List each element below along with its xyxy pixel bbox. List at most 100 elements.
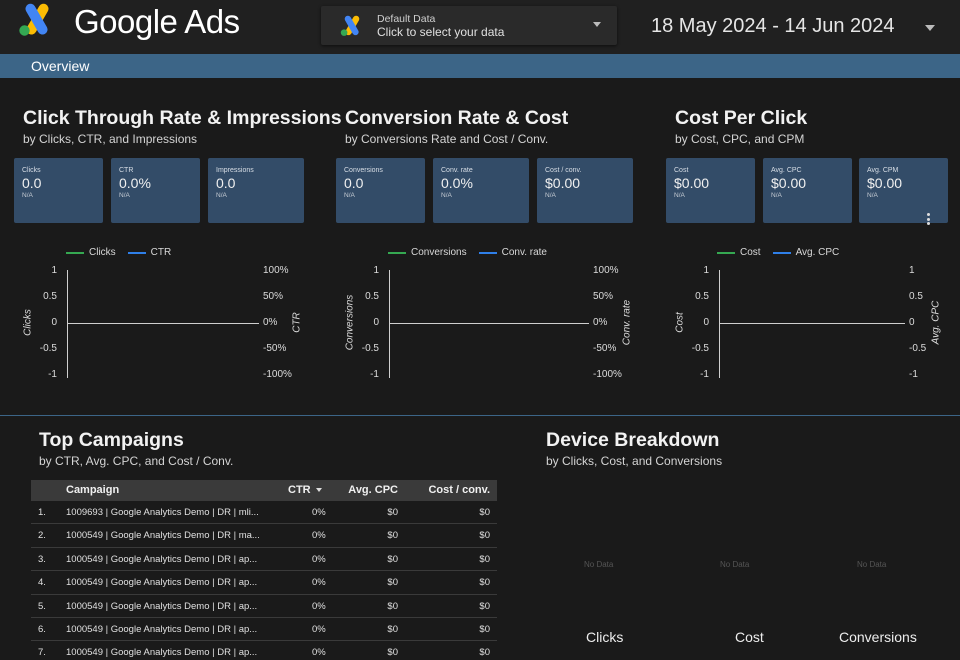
table-row[interactable]: 7. 1000549 | Google Analytics Demo | DR |… [31,641,497,660]
chevron-down-icon[interactable] [925,25,935,31]
table-row[interactable]: 1. 1009693 | Google Analytics Demo | DR |… [31,501,497,525]
y-tick-label: 1 [373,265,379,276]
legend-swatch [66,251,84,254]
kpi-card-avg-cpm[interactable]: Avg. CPM $0.00 N/A [859,158,948,223]
table-row[interactable]: 3. 1000549 | Google Analytics Demo | DR |… [31,548,497,572]
kpi-change: N/A [674,192,685,199]
y-tick-label-right: -100% [263,369,292,380]
cell-campaign: 1000549 | Google Analytics Demo | DR | a… [66,623,258,635]
chevron-down-icon[interactable] [593,22,601,27]
kpi-card-ctr[interactable]: CTR 0.0% N/A [111,158,200,223]
chart-legend: Cost Avg. CPC [717,247,851,258]
y-tick-label: -0.5 [691,343,709,354]
kpi-card-conversions[interactable]: Conversions 0.0 N/A [336,158,425,223]
y-tick-label: 0.5 [365,291,379,302]
table-row[interactable]: 6. 1000549 | Google Analytics Demo | DR |… [31,618,497,642]
table-row[interactable]: 2. 1000549 | Google Analytics Demo | DR |… [31,524,497,548]
y-tick-label: -0.5 [39,343,57,354]
cell-cost-per-conv: $0 [479,507,490,518]
tab-overview[interactable]: Overview [31,58,90,74]
cell-cost-per-conv: $0 [479,553,490,565]
y-axis-title: Clicks [22,309,34,336]
legend-label: Cost [740,247,761,258]
legend-swatch [388,251,406,254]
legend-item[interactable]: Conversions [388,247,467,258]
legend-label: Clicks [89,247,116,258]
y-tick-label-right: -0.5 [909,343,927,354]
y-axis-title: Cost [674,312,686,333]
legend-swatch [772,251,791,254]
legend-item[interactable]: Avg. CPC [772,247,839,258]
device-chart-label-clicks: Clicks [586,629,624,645]
chart-legend: Conversions Conv. rate [388,247,559,258]
kpi-change: N/A [441,192,452,199]
column-header-avg-cpc[interactable]: Avg. CPC [348,484,398,496]
y-tick-label-right: -50% [263,343,287,354]
kpi-card-clicks[interactable]: Clicks 0.0 N/A [14,158,103,223]
table-row[interactable]: 5. 1000549 | Google Analytics Demo | DR |… [31,595,497,618]
legend-item[interactable]: Cost [717,247,761,258]
kpi-card-avg-cpc[interactable]: Avg. CPC $0.00 N/A [763,158,852,223]
row-index: 7. [38,647,46,659]
kpi-change: N/A [867,192,878,199]
kpi-card-conv-rate[interactable]: Conv. rate 0.0% N/A [433,158,529,223]
cell-avg-cpc: $0 [387,507,398,518]
kpi-label: Conv. rate [441,167,473,174]
y-axis-title-right: Conv. rate [621,299,633,346]
kpi-card-cost-per-conv[interactable]: Cost / conv. $0.00 N/A [537,158,633,223]
y-tick-label: 0.5 [43,291,57,302]
kpi-label: Avg. CPM [867,167,899,174]
sort-desc-icon [315,488,322,493]
kpi-label: Cost / conv. [545,167,582,174]
kpi-change: N/A [216,192,227,199]
section-title-campaigns: Top Campaigns [39,429,184,451]
legend-label: Conversions [411,247,467,258]
column-header-ctr[interactable]: CTR [288,484,322,496]
kpi-card-cost[interactable]: Cost $0.00 N/A [666,158,755,223]
y-tick-label: -0.5 [361,343,379,354]
y-tick-label: -1 [370,369,379,380]
device-chart-label-cost: Cost [735,629,764,645]
y-axis-line [67,270,68,378]
more-options-icon[interactable] [927,213,930,225]
kpi-value: $0.00 [771,175,807,191]
chart-legend: Clicks CTR [66,247,183,258]
kpi-value: 0.0 [216,175,236,191]
y-tick-label-right: 100% [263,265,289,276]
cell-ctr: 0% [312,577,326,589]
y-tick-label-right: 100% [593,265,619,276]
section-subtitle-device: by Clicks, Cost, and Conversions [546,454,723,468]
legend-item[interactable]: CTR [127,247,171,258]
kpi-card-impressions[interactable]: Impressions 0.0 N/A [208,158,304,223]
kpi-value: 0.0% [119,175,151,191]
row-index: 5. [38,600,46,612]
legend-swatch [478,251,497,254]
legend-swatch [717,251,735,254]
y-tick-label: 0.5 [695,291,709,302]
column-header-cost-per-conv[interactable]: Cost / conv. [428,484,490,496]
legend-item[interactable]: Clicks [66,247,116,258]
cell-ctr: 0% [312,623,326,635]
cell-ctr: 0% [312,553,326,565]
y-tick-label-right: -100% [593,369,622,380]
kpi-label: CTR [119,167,134,174]
table-row[interactable]: 4. 1000549 | Google Analytics Demo | DR |… [31,571,497,595]
cell-ctr: 0% [312,647,326,659]
google-ads-logo-icon [19,3,49,36]
y-axis-line [389,270,390,378]
section-subtitle-conversion: by Conversions Rate and Cost / Conv. [345,132,549,146]
no-data-placeholder: No Data [720,560,750,569]
y-tick-label-right: 50% [593,291,614,302]
table-header: Campaign CTR Avg. CPC Cost / conv. [31,480,497,501]
cell-cost-per-conv: $0 [479,600,490,612]
legend-item[interactable]: Conv. rate [478,247,547,258]
section-title-conversion: Conversion Rate & Cost [345,107,569,129]
kpi-change: N/A [545,192,556,199]
section-title-ctr: Click Through Rate & Impressions [23,107,342,129]
kpi-value: $0.00 [545,175,581,191]
column-header-campaign[interactable]: Campaign [66,484,120,496]
data-source-selector[interactable]: Default Data Click to select your data [321,6,617,45]
date-range-picker[interactable]: 18 May 2024 - 14 Jun 2024 [651,15,895,37]
kpi-change: N/A [344,192,355,199]
cell-avg-cpc: $0 [387,577,398,589]
